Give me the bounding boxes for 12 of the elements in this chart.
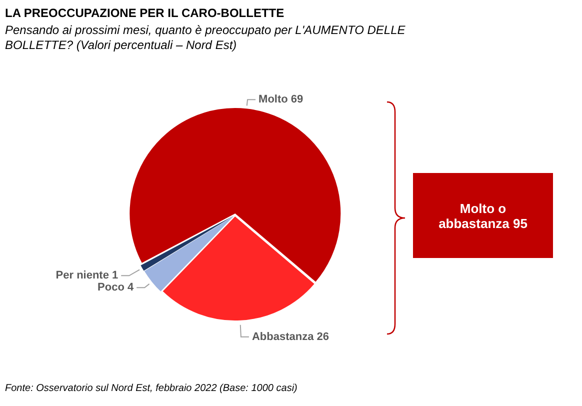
data-label: 26 bbox=[316, 330, 329, 343]
data-label: 1 bbox=[112, 270, 118, 282]
slice-label: Molto bbox=[258, 94, 288, 106]
chart-title: LA PREOCCUPAZIONE PER IL CARO-BOLLETTE bbox=[5, 6, 284, 20]
data-label: 4 bbox=[127, 282, 134, 294]
slice-label: Abbastanza bbox=[252, 330, 315, 343]
slice-label: Per niente bbox=[56, 270, 109, 282]
data-label: 69 bbox=[290, 94, 304, 106]
source-note: Fonte: Osservatorio sul Nord Est, febbraio 2022 (Base: 1000 casi) bbox=[5, 383, 298, 394]
slice-label: Poco bbox=[98, 282, 125, 294]
text: Molto o abbastanza 95 bbox=[413, 173, 553, 258]
chart-subtitle: Pensando ai prossimi mesi, quanto è preoccupato per L'AUMENTO DELLE BOLLETTE? (Valori percentuali – Nord Est) bbox=[5, 23, 406, 53]
